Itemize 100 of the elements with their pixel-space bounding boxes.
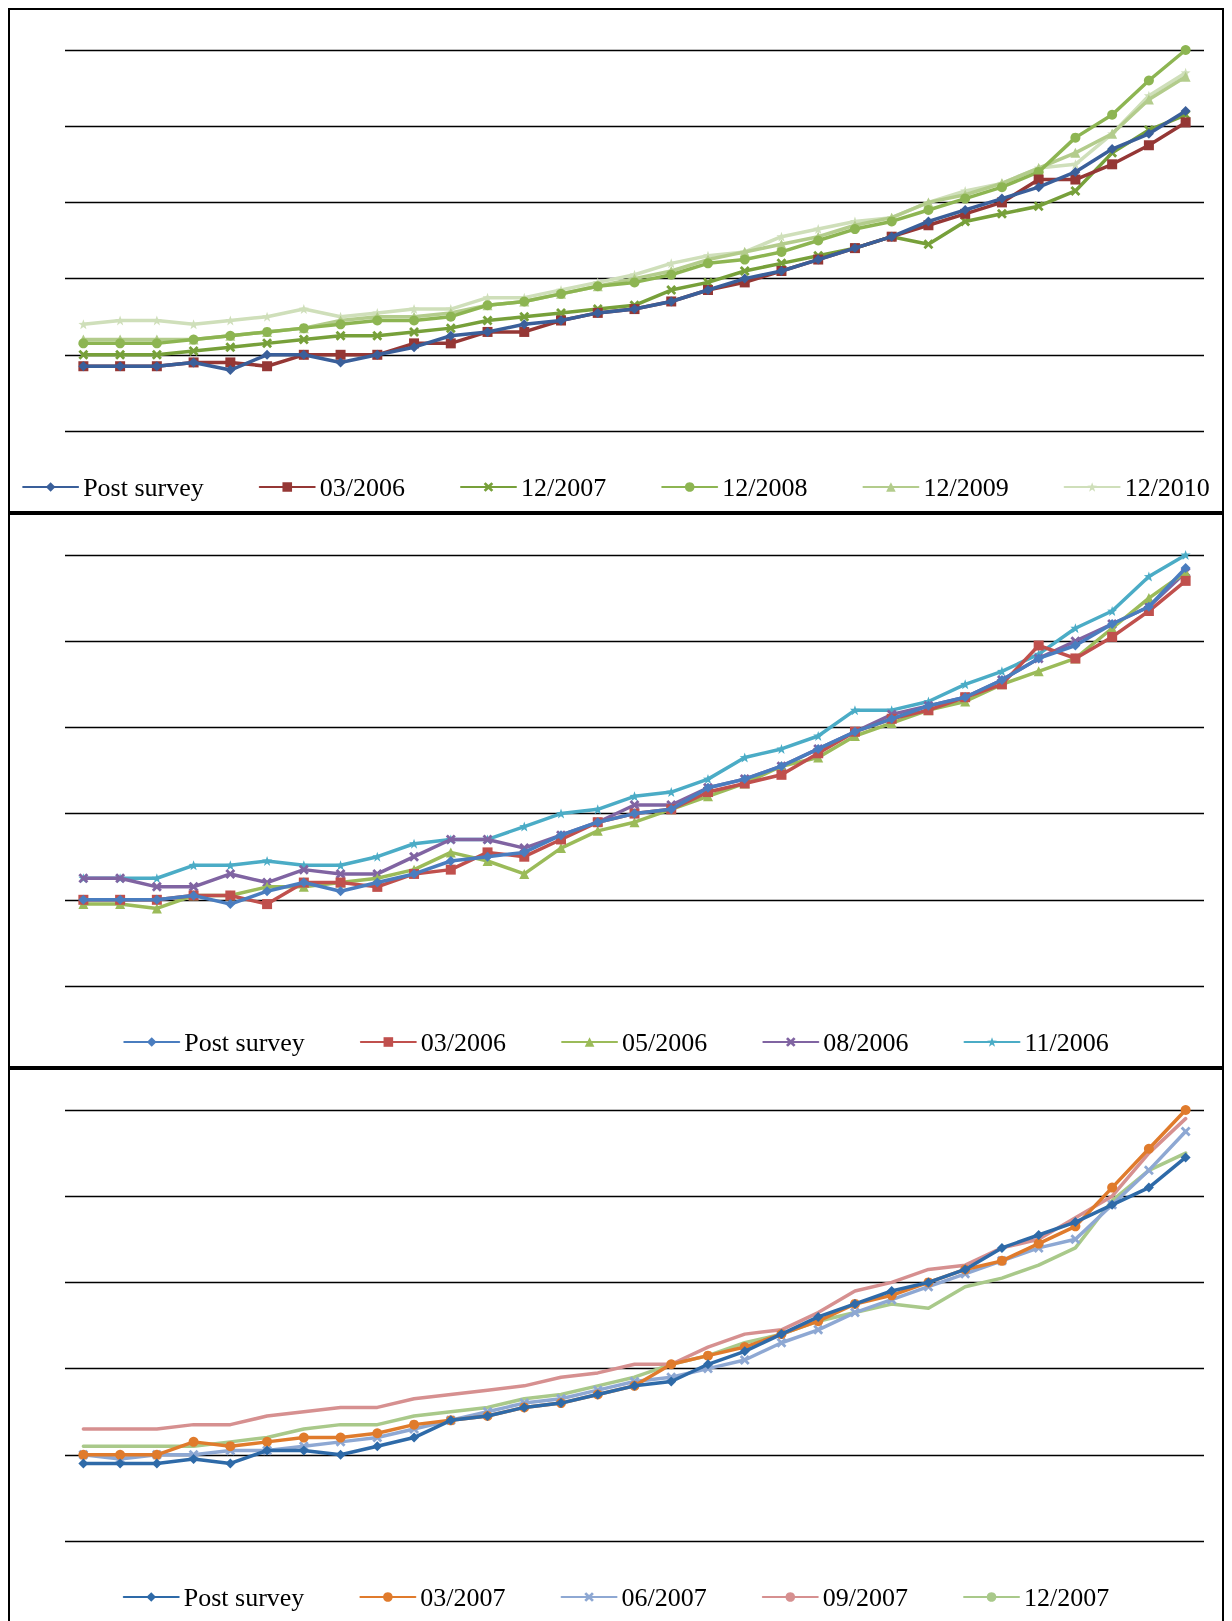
point xyxy=(225,1441,236,1452)
point xyxy=(813,235,824,246)
point xyxy=(776,246,787,257)
point xyxy=(1107,159,1118,170)
point xyxy=(262,1436,273,1447)
point xyxy=(1107,606,1118,617)
point xyxy=(1070,185,1081,196)
point xyxy=(923,239,934,250)
point xyxy=(1107,631,1118,642)
point xyxy=(298,304,309,315)
point xyxy=(1143,75,1154,86)
point xyxy=(1180,71,1191,82)
point xyxy=(225,899,236,910)
point xyxy=(702,258,713,269)
point xyxy=(115,1449,126,1460)
point xyxy=(372,330,383,341)
point xyxy=(739,254,750,265)
point xyxy=(335,319,346,330)
point xyxy=(1180,45,1191,55)
point xyxy=(629,817,640,828)
point xyxy=(996,193,1007,204)
point xyxy=(262,886,273,897)
point xyxy=(849,1307,860,1318)
point xyxy=(519,326,530,337)
point xyxy=(1143,1182,1154,1193)
point xyxy=(739,265,750,276)
point xyxy=(923,216,934,227)
point xyxy=(702,1350,713,1361)
point xyxy=(445,864,456,875)
point xyxy=(886,1286,897,1297)
legend-label: 11/2006 xyxy=(1024,1027,1109,1057)
point xyxy=(335,357,346,368)
point xyxy=(188,1436,199,1447)
point xyxy=(482,851,493,862)
point xyxy=(409,1419,420,1430)
legend-label: 12/2007 xyxy=(1024,1582,1110,1612)
point xyxy=(519,311,530,322)
point xyxy=(372,315,383,326)
point xyxy=(923,205,934,216)
legend-label: 03/2006 xyxy=(319,472,405,502)
point xyxy=(996,182,1007,193)
point xyxy=(115,338,126,349)
point xyxy=(702,1359,713,1370)
point xyxy=(1143,571,1154,582)
point xyxy=(225,868,236,879)
point xyxy=(1070,166,1081,177)
point xyxy=(335,1432,346,1443)
point xyxy=(115,349,126,360)
point xyxy=(225,342,236,353)
point xyxy=(1033,1238,1044,1249)
point xyxy=(1070,1217,1081,1228)
legend-label: Post survey xyxy=(83,472,204,502)
point xyxy=(372,1441,383,1452)
point xyxy=(813,1311,824,1322)
point xyxy=(151,881,162,892)
point xyxy=(1070,132,1081,143)
legend-label: 12/2009 xyxy=(923,472,1009,502)
point xyxy=(225,1458,236,1469)
point xyxy=(776,769,787,780)
point xyxy=(151,338,162,349)
point xyxy=(519,319,530,330)
point xyxy=(262,899,273,910)
point xyxy=(739,273,750,284)
point xyxy=(335,886,346,897)
point xyxy=(960,193,971,204)
point xyxy=(1180,1152,1191,1163)
point xyxy=(996,1242,1007,1253)
point xyxy=(1070,1234,1081,1245)
point xyxy=(776,1337,787,1348)
point xyxy=(1033,640,1044,651)
point xyxy=(188,860,199,871)
point xyxy=(409,851,420,862)
point xyxy=(1180,1105,1191,1115)
legend-label: 09/2007 xyxy=(822,1582,909,1612)
legend-label: 08/2006 xyxy=(823,1027,909,1057)
point xyxy=(372,877,383,888)
point xyxy=(1070,174,1081,185)
point xyxy=(1107,1182,1118,1193)
legend-label: 03/2006 xyxy=(420,1027,507,1057)
point xyxy=(409,315,420,326)
point xyxy=(629,799,640,810)
point xyxy=(1180,105,1191,116)
point xyxy=(445,323,456,334)
point xyxy=(225,365,236,376)
legend-label: 12/2007 xyxy=(520,472,607,502)
point xyxy=(78,338,89,349)
point xyxy=(519,847,530,858)
point xyxy=(262,856,273,867)
point xyxy=(225,357,236,368)
point xyxy=(335,330,346,341)
point xyxy=(409,1432,420,1443)
point xyxy=(996,208,1007,219)
point xyxy=(482,315,493,326)
point xyxy=(1180,1126,1191,1137)
point xyxy=(151,349,162,360)
point xyxy=(262,338,273,349)
point xyxy=(372,1428,383,1439)
legend-label: Post survey xyxy=(184,1027,305,1057)
point xyxy=(1143,1143,1154,1154)
point xyxy=(556,843,567,854)
